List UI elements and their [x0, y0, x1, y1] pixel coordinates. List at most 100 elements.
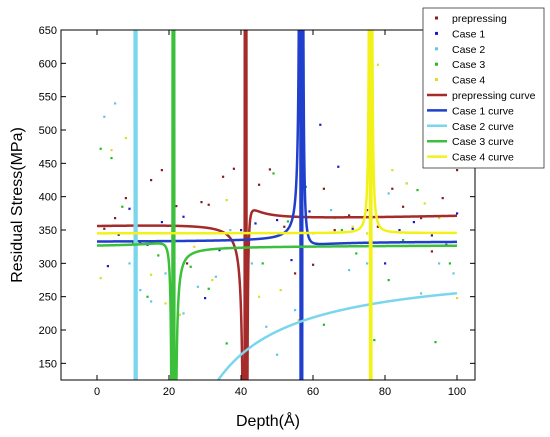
point-prepressing-1 — [114, 217, 117, 220]
point-prepressing-25 — [430, 250, 433, 253]
point-case-4-0 — [99, 277, 102, 280]
point-prepressing-26 — [441, 197, 444, 200]
point-case-2-20 — [420, 292, 423, 295]
point-case-3-1 — [110, 157, 113, 160]
point-case-2-0 — [103, 115, 106, 118]
y-tick-label: 450 — [39, 158, 57, 170]
point-case-3-8 — [207, 287, 210, 290]
legend-label-case-4: Case 4 — [452, 75, 485, 87]
y-tick-label: 650 — [39, 25, 57, 37]
point-case-3-0 — [99, 147, 102, 150]
point-case-4-2 — [124, 137, 127, 140]
point-case-1-17 — [384, 262, 387, 265]
line-case-1-curve — [97, 30, 457, 380]
point-case-2-13 — [294, 309, 297, 312]
legend-label-prepressing-curve: prepressing curve — [452, 90, 536, 102]
legend: prepressing Case 1 Case 2 Case 3 Case 4 prepr… — [422, 7, 545, 169]
point-case-1-19 — [412, 221, 415, 224]
point-case-2-7 — [196, 285, 199, 288]
point-case-4-21 — [423, 202, 426, 205]
x-tick-label: 60 — [307, 386, 319, 398]
point-case-3-4 — [146, 295, 149, 298]
point-prepressing-20 — [366, 209, 369, 212]
point-case-3-18 — [373, 339, 376, 342]
point-case-1-9 — [254, 222, 257, 225]
point-case-3-7 — [189, 265, 192, 268]
point-case-2-6 — [182, 312, 185, 315]
y-tick-label: 300 — [39, 258, 57, 270]
point-case-2-10 — [250, 262, 253, 265]
point-case-4-6 — [178, 313, 181, 316]
point-case-1-22 — [456, 212, 459, 215]
point-case-3-19 — [387, 279, 390, 282]
point-case-1-8 — [240, 229, 243, 232]
y-tick-label: 550 — [39, 92, 57, 104]
line-case-3-curve — [97, 30, 457, 380]
point-case-1-0 — [106, 265, 109, 268]
point-case-2-18 — [387, 192, 390, 195]
point-case-1-13 — [319, 123, 322, 126]
legend-label-case-1: Case 1 — [452, 28, 485, 40]
point-case-1-15 — [351, 227, 354, 230]
x-tick-label: 80 — [379, 386, 391, 398]
point-prepressing-6 — [175, 205, 178, 208]
point-case-2-17 — [366, 262, 369, 265]
point-case-4-7 — [193, 245, 196, 248]
y-axis-title: Residual Stress(MPa) — [9, 127, 26, 283]
point-case-2-15 — [330, 209, 333, 212]
line-prepressing-curve — [97, 30, 457, 380]
legend-label-case-2-curve: Case 2 curve — [452, 121, 514, 133]
point-prepressing-24 — [420, 217, 423, 220]
point-case-1-5 — [182, 215, 185, 218]
point-case-4-18 — [376, 63, 379, 66]
point-prepressing-5 — [160, 169, 163, 172]
point-case-3-23 — [448, 262, 451, 265]
x-tick-label: 0 — [94, 386, 100, 398]
point-case-1-11 — [290, 259, 293, 262]
point-case-2-8 — [214, 275, 217, 278]
point-case-1-14 — [337, 165, 340, 168]
point-case-2-16 — [348, 269, 351, 272]
point-case-3-16 — [340, 229, 343, 232]
point-prepressing-8 — [200, 201, 203, 204]
legend-label-prepressing: prepressing — [452, 13, 507, 25]
point-case-3-2 — [121, 205, 124, 208]
point-case-2-22 — [452, 272, 455, 275]
point-case-4-16 — [351, 225, 354, 228]
point-prepressing-23 — [402, 205, 405, 208]
point-case-4-8 — [211, 279, 214, 282]
point-prepressing-15 — [294, 272, 297, 275]
legend-label-case-2: Case 2 — [452, 44, 485, 56]
line-case-2-curve — [133, 30, 458, 380]
legend-label-case-1-curve: Case 1 curve — [452, 105, 514, 117]
plot-frame — [60, 29, 476, 381]
axes-layer: 0 20 40 60 80 100 150 200 250 300 350 400 450 500 550 6… — [39, 25, 475, 398]
point-case-1-7 — [218, 249, 221, 252]
legend-marker-case-3 — [435, 62, 438, 66]
point-prepressing-0 — [103, 227, 106, 230]
y-tick-label: 600 — [39, 58, 57, 70]
x-axis-title: Depth(Å) — [236, 411, 300, 430]
point-case-1-12 — [308, 210, 311, 213]
y-tick-label: 400 — [39, 192, 57, 204]
x-tick-label: 40 — [235, 386, 247, 398]
point-prepressing-7 — [186, 262, 189, 265]
point-case-3-20 — [402, 239, 405, 242]
point-case-1-4 — [160, 221, 163, 224]
point-prepressing-22 — [391, 187, 394, 190]
point-case-2-11 — [265, 325, 268, 328]
legend-marker-case-1 — [435, 31, 438, 35]
point-case-1-2 — [128, 207, 131, 210]
legend-marker-case-4 — [435, 78, 438, 82]
point-case-2-4 — [150, 300, 153, 303]
point-case-2-1 — [114, 102, 117, 105]
point-case-4-4 — [150, 273, 153, 276]
point-case-4-23 — [456, 297, 459, 300]
point-prepressing-9 — [207, 203, 210, 206]
point-case-2-9 — [229, 229, 232, 232]
point-case-3-9 — [225, 342, 228, 345]
point-prepressing-21 — [376, 225, 379, 228]
x-tick-label: 20 — [163, 386, 175, 398]
point-prepressing-16 — [312, 263, 315, 266]
